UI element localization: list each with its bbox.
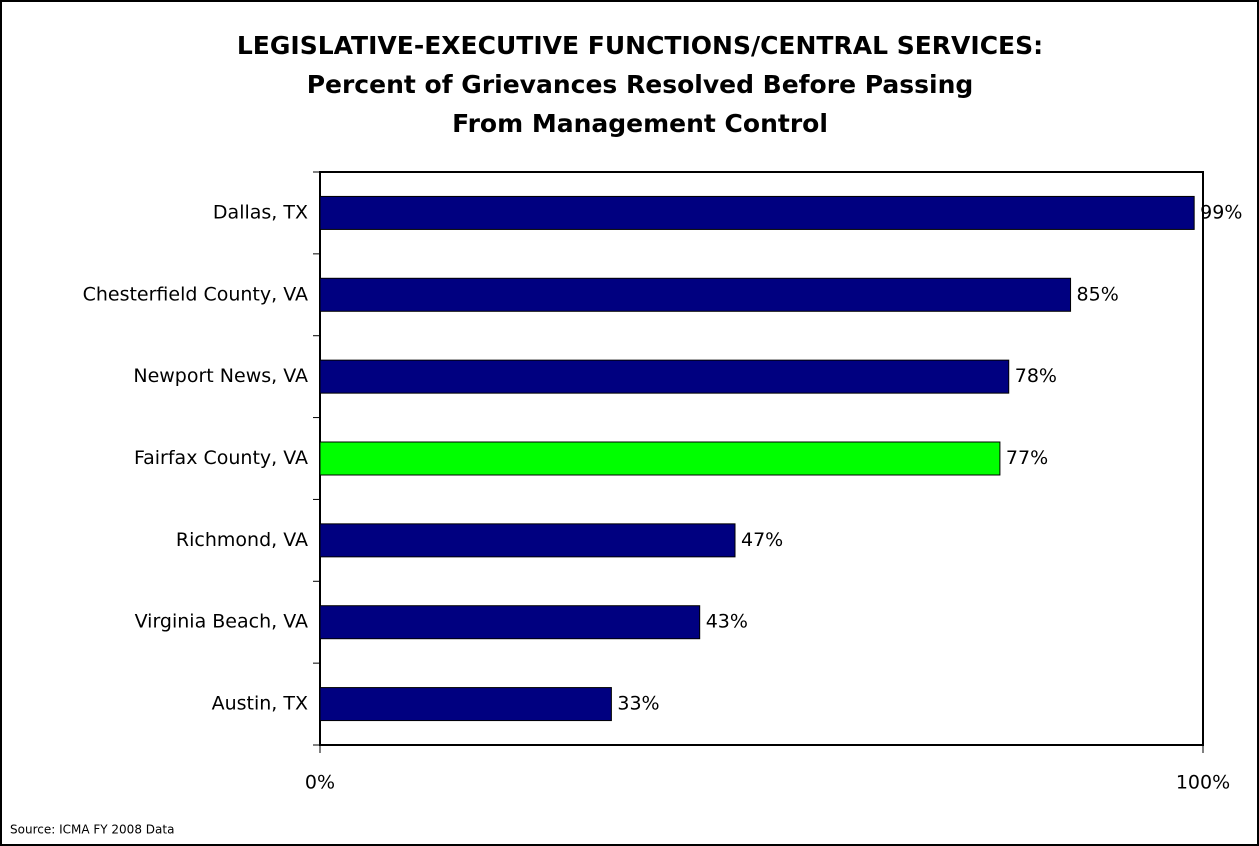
chart-title: Percent of Grievances Resolved Before Pa… [307, 70, 974, 99]
y-tick-label: Virginia Beach, VA [135, 611, 308, 633]
chart-title: From Management Control [452, 109, 828, 138]
bar [319, 277, 1072, 312]
bar [319, 441, 1001, 476]
value-label: 43% [706, 611, 748, 633]
value-label: 33% [617, 693, 659, 715]
bar [319, 195, 1195, 230]
value-label: 78% [1015, 365, 1057, 387]
bar [319, 359, 1010, 394]
source-note: Source: ICMA FY 2008 Data [10, 823, 174, 837]
y-tick-label: Fairfax County, VA [134, 447, 308, 469]
y-tick-label: Richmond, VA [176, 529, 308, 551]
value-label: 77% [1006, 447, 1048, 469]
y-tick-label: Newport News, VA [133, 365, 308, 387]
value-label: 85% [1077, 283, 1119, 305]
x-tick-label: 0% [305, 772, 335, 794]
bar [319, 687, 612, 722]
y-tick-label: Dallas, TX [213, 201, 308, 223]
chart-title: LEGISLATIVE-EXECUTIVE FUNCTIONS/CENTRAL … [237, 31, 1043, 60]
value-label: 99% [1200, 201, 1242, 223]
y-tick-label: Austin, TX [212, 693, 308, 715]
x-tick-label: 100% [1176, 772, 1230, 794]
y-tick-label: Chesterfield County, VA [83, 283, 308, 305]
bar [319, 605, 701, 640]
value-label: 47% [741, 529, 783, 551]
bar [319, 523, 736, 558]
